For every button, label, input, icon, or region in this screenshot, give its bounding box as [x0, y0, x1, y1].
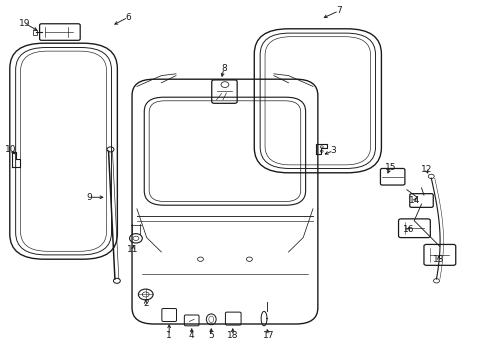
Text: 19: 19	[19, 18, 30, 27]
Text: 16: 16	[402, 225, 413, 234]
Text: 5: 5	[208, 331, 214, 340]
Bar	[33, 30, 37, 35]
Text: 7: 7	[335, 6, 341, 15]
Text: 15: 15	[384, 163, 395, 172]
Text: 2: 2	[142, 299, 148, 307]
Text: 1: 1	[166, 331, 172, 340]
Text: 3: 3	[330, 146, 336, 155]
Text: 18: 18	[226, 331, 238, 340]
Text: 11: 11	[127, 245, 139, 253]
Text: 17: 17	[263, 331, 274, 340]
Text: 9: 9	[86, 193, 92, 202]
Text: 4: 4	[188, 331, 194, 340]
Text: 14: 14	[408, 196, 420, 205]
Text: 13: 13	[432, 256, 444, 264]
Text: 10: 10	[5, 145, 17, 154]
Text: 6: 6	[125, 13, 131, 22]
Text: 8: 8	[221, 64, 226, 73]
Text: 12: 12	[420, 165, 431, 174]
